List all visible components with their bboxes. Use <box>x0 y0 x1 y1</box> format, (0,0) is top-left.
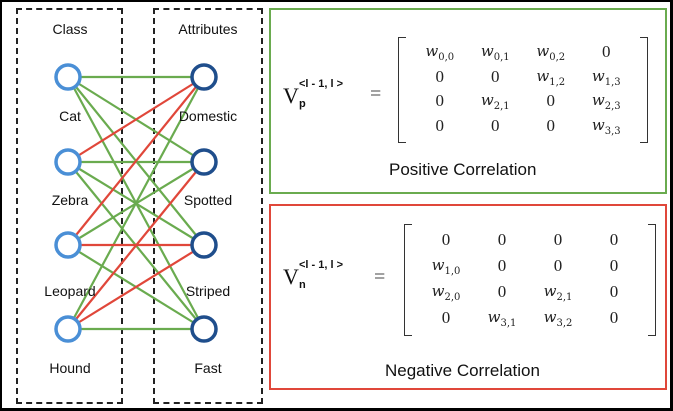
negative-matrix-superscript: <l - 1, l > <box>299 259 344 271</box>
positive-equals-sign: = <box>370 83 382 105</box>
negative-edges <box>67 76 205 330</box>
attribute-node-domestic <box>190 63 218 91</box>
class-label-leopard: Leopard <box>44 283 96 299</box>
matrix-cell: w2,0 <box>431 282 461 303</box>
matrix-cell: w2,3 <box>591 91 621 113</box>
negative-matrix: 0 0 0 0 w1,0 0 0 0 w2,0 0 w2,1 0 0 w3,1 w3,2 0 <box>404 224 656 336</box>
matrix-cell: w0,2 <box>536 42 566 64</box>
matrix-cell: w2,1 <box>543 282 573 303</box>
class-node-zebra <box>54 148 82 176</box>
matrix-left-bracket <box>404 224 412 336</box>
matrix-cell: w3,3 <box>591 115 621 137</box>
matrix-cell: 0 <box>497 282 507 301</box>
positive-matrix: w0,0 w0,1 w0,2 0 0 0 w1,2 w1,3 0 w2,1 0 w2,3 0 0 0 w3,3 <box>398 37 648 143</box>
matrix-cell: 0 <box>491 66 500 86</box>
attribute-column-title: Attributes <box>178 21 238 37</box>
matrix-cell: 0 <box>435 91 445 111</box>
matrix-cell: w3,2 <box>543 308 573 329</box>
matrix-cell: 0 <box>602 42 611 62</box>
matrix-cell: 0 <box>546 91 556 111</box>
class-label-zebra: Zebra <box>51 192 89 208</box>
attribute-node-spotted <box>190 148 218 176</box>
attribute-node-striped <box>190 231 218 259</box>
matrix-right-bracket <box>648 224 656 336</box>
positive-correlation-panel: V <l - 1, l > p = w0,0 w0,1 w0,2 0 0 0 w1,2 w1,… <box>269 8 667 194</box>
class-column-box <box>16 8 123 404</box>
matrix-cell: w0,0 <box>425 42 455 64</box>
positive-caption: Positive Correlation <box>389 160 537 179</box>
class-label-hound: Hound <box>49 360 91 376</box>
matrix-cell: 0 <box>609 308 619 327</box>
class-node-leopard <box>54 231 82 259</box>
attribute-label-striped: Striped <box>185 283 231 299</box>
matrix-cell: 0 <box>609 230 619 249</box>
positive-matrix-symbol: V <box>283 83 299 108</box>
negative-edge-hound-striped <box>67 244 205 330</box>
positive-edge-hound-domestic <box>67 76 205 330</box>
matrix-cell: 0 <box>497 230 507 249</box>
positive-matrix-superscript: <l - 1, l > <box>299 78 344 90</box>
graph-nodes <box>54 63 218 343</box>
matrix-cell: 0 <box>609 256 619 275</box>
matrix-cell: 0 <box>435 115 445 135</box>
matrix-cell: 0 <box>553 230 563 249</box>
attribute-label-domestic: Domestic <box>178 108 238 124</box>
negative-edge-hound-spotted <box>67 161 205 330</box>
class-label-cat: Cat <box>59 108 81 124</box>
matrix-cell: w2,1 <box>480 91 510 113</box>
matrix-cell: w1,2 <box>536 66 566 88</box>
matrix-cell: 0 <box>553 256 563 275</box>
matrix-right-bracket <box>640 37 648 143</box>
attribute-label-spotted: Spotted <box>183 192 233 208</box>
matrix-left-bracket <box>398 37 406 143</box>
matrix-cell: 0 <box>491 115 500 135</box>
matrix-cell: 0 <box>435 66 445 86</box>
matrix-cell: w1,3 <box>591 66 621 88</box>
negative-correlation-panel: V <l - 1, l > n = 0 0 0 0 w1,0 0 0 0 w2,0 0 w2,1 0 0… <box>269 204 667 390</box>
attribute-column-box <box>153 8 263 404</box>
negative-matrix-subscript: n <box>299 279 306 291</box>
attribute-label-fast: Fast <box>194 360 222 376</box>
negative-edge-zebra-domestic <box>67 76 205 163</box>
matrix-cell: w3,1 <box>487 308 517 329</box>
matrix-cell: 0 <box>546 115 556 135</box>
matrix-cell: w1,0 <box>431 256 461 277</box>
matrix-cell: 0 <box>441 230 451 249</box>
attribute-node-fast <box>190 315 218 343</box>
negative-matrix-symbol: V <box>283 264 299 289</box>
positive-matrix-subscript: p <box>299 98 306 110</box>
matrix-cell: 0 <box>441 308 451 327</box>
class-node-cat <box>54 63 82 91</box>
class-column-title: Class <box>52 21 88 37</box>
negative-edge-leopard-domestic <box>67 76 205 246</box>
negative-caption: Negative Correlation <box>385 361 540 380</box>
matrix-cell: w0,1 <box>480 42 510 64</box>
matrix-cell: 0 <box>497 256 507 275</box>
class-node-hound <box>54 315 82 343</box>
matrix-cell: 0 <box>609 282 619 301</box>
negative-equals-sign: = <box>374 266 386 288</box>
bipartite-graph <box>54 63 218 343</box>
